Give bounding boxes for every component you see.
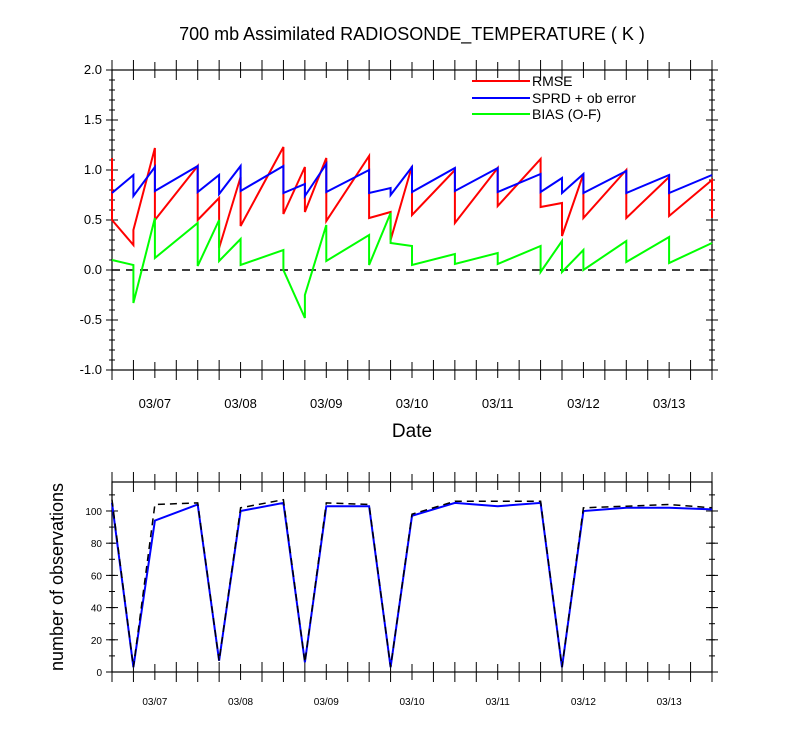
y-tick-label: 40 <box>91 604 103 615</box>
x-tick-label: 03/10 <box>399 697 424 708</box>
x-tick-label: 03/08 <box>224 396 257 411</box>
y-tick-label: 1.5 <box>84 112 102 127</box>
series-line-total <box>111 498 713 668</box>
series-line-sprd-ob-error <box>111 160 713 200</box>
y-tick-label: 20 <box>91 636 103 647</box>
x-tick-label: 03/10 <box>396 396 429 411</box>
legend: RMSE SPRD + ob error BIAS (O-F) <box>472 73 636 122</box>
plot-frame <box>111 69 713 371</box>
legend-label-sprd: SPRD + ob error <box>532 90 636 106</box>
x-tick-label: 03/07 <box>139 396 172 411</box>
x-tick-label: 03/12 <box>571 697 596 708</box>
bottom-plot-area: 0 20 40 60 80 100 03/07 03/08 03/09 03/10 03/11 03/… <box>85 472 718 708</box>
series-line-assimilated <box>111 501 713 668</box>
y-tick-label: 0 <box>96 668 102 679</box>
y-tick-label: 0.0 <box>84 262 102 277</box>
x-tick-label: 03/11 <box>482 396 514 411</box>
legend-label-rmse: RMSE <box>532 73 572 89</box>
bottom-y-axis-label: number of observations <box>47 483 67 671</box>
series-line-bias-o-f <box>111 212 713 319</box>
plot-frame <box>111 481 713 673</box>
y-tick-label: -1.0 <box>80 362 102 377</box>
x-tick-label: 03/07 <box>142 697 167 708</box>
series-line-rmse <box>111 146 713 249</box>
y-tick-label: 2.0 <box>84 62 102 77</box>
chart-title: 700 mb Assimilated RADIOSONDE_TEMPERATUR… <box>179 24 645 45</box>
y-tick-label: 60 <box>91 571 103 582</box>
y-tick-label: 0.5 <box>84 212 102 227</box>
x-tick-label: 03/13 <box>653 396 686 411</box>
x-tick-label: 03/13 <box>657 697 682 708</box>
x-tick-label: 03/09 <box>314 697 339 708</box>
y-tick-label: -0.5 <box>80 312 102 327</box>
top-plot-area: -1.0 -0.5 0.0 0.5 1.0 1.5 2.0 03/07 03/08 03/09 03… <box>80 60 718 411</box>
y-tick-label: 100 <box>85 507 102 518</box>
x-tick-label: 03/11 <box>486 697 511 708</box>
legend-label-bias: BIAS (O-F) <box>532 106 601 122</box>
x-tick-label: 03/12 <box>567 396 600 411</box>
y-tick-label: 80 <box>91 539 103 550</box>
x-tick-label: 03/09 <box>310 396 343 411</box>
x-tick-label: 03/08 <box>228 697 253 708</box>
y-tick-label: 1.0 <box>84 162 102 177</box>
top-x-axis-label: Date <box>392 421 432 442</box>
